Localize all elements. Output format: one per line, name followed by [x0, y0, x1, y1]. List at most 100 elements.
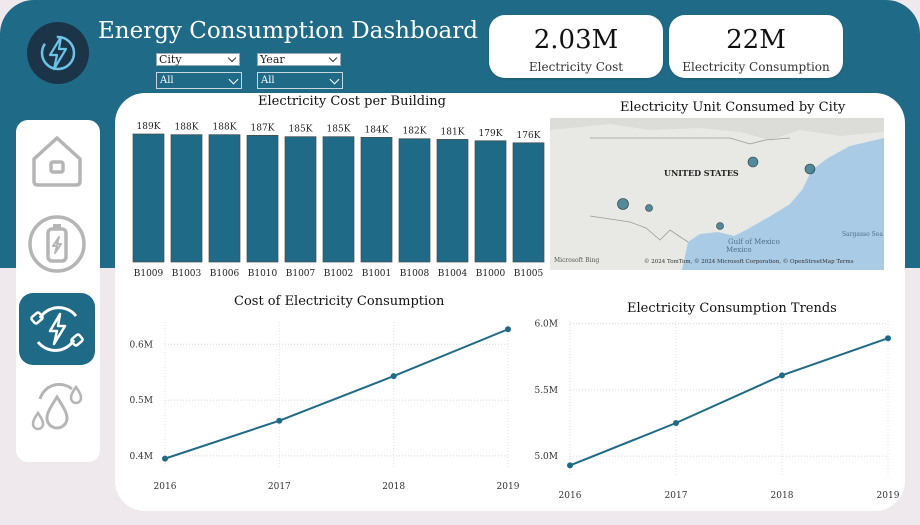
x-tick-label: B1001 [362, 269, 392, 279]
x-tick-label: B1002 [324, 269, 354, 279]
x-tick-label: B1005 [514, 269, 544, 279]
x-tick-label: B1006 [210, 269, 240, 279]
nav-battery-button[interactable] [19, 208, 95, 280]
x-tick-label: 2017 [268, 482, 291, 492]
bar-chart-title: Electricity Cost per Building [258, 94, 446, 109]
bing-logo: Microsoft Bing [554, 257, 599, 264]
bar[interactable] [512, 142, 545, 263]
map-gulf-label: Gulf of Mexico [728, 238, 780, 246]
bar-data-label: 188K [175, 123, 199, 133]
y-tick-label: 0.6M [129, 340, 153, 350]
city-filter-label-text: City [159, 53, 182, 66]
x-tick-label: 2017 [665, 491, 688, 501]
data-point[interactable] [162, 455, 168, 462]
bar-data-label: 189K [137, 122, 161, 132]
bar-data-label: 181K [441, 127, 465, 137]
bar-chart: 189K B1009 188K B1003 188K B1006 187K B1010 185K… [132, 122, 545, 279]
data-point[interactable] [567, 462, 573, 469]
bar[interactable] [398, 138, 431, 263]
bar-data-label: 184K [365, 125, 389, 135]
kpi-value: 22M [726, 25, 786, 55]
chevron-down-icon [328, 53, 338, 63]
bar[interactable] [246, 135, 279, 263]
map-bubble[interactable] [804, 163, 816, 175]
bar-data-label: 185K [327, 125, 351, 135]
kpi-electricity-consumption: 22M Electricity Consumption [669, 15, 843, 78]
year-filter-dropdown[interactable]: All [257, 72, 343, 89]
x-tick-label: B1010 [248, 269, 278, 279]
bar[interactable] [474, 140, 507, 263]
y-tick-label: 5.5M [534, 386, 558, 396]
map-bubble[interactable] [645, 204, 653, 212]
trend-line-chart-title: Electricity Consumption Trends [627, 301, 837, 316]
trend-line-chart: 5.0M 5.5M 6.0M 2016 2017 2018 2019 [534, 320, 900, 501]
kpi-label: Electricity Cost [528, 60, 624, 74]
bar[interactable] [208, 134, 241, 263]
x-tick-label: 2019 [877, 491, 900, 501]
x-tick-label: B1000 [476, 269, 506, 279]
nav-electricity-button[interactable] [19, 293, 95, 365]
data-point[interactable] [505, 326, 511, 333]
x-tick-label: 2018 [771, 491, 794, 501]
cost-line-chart-title: Cost of Electricity Consumption [234, 294, 445, 309]
series-line [569, 337, 889, 467]
lightning-bolt-icon [40, 35, 76, 71]
chevron-down-icon [329, 74, 340, 85]
bar-data-label: 187K [251, 123, 275, 133]
series-line [164, 328, 509, 460]
y-tick-label: 0.4M [129, 452, 153, 462]
y-tick-label: 0.5M [129, 396, 153, 406]
bar[interactable] [322, 136, 355, 263]
data-point[interactable] [779, 372, 785, 379]
data-point[interactable] [885, 335, 891, 342]
water-drops-icon [31, 382, 83, 431]
x-tick-label: 2016 [559, 491, 582, 501]
bar-data-label: 179K [479, 129, 503, 139]
bar[interactable] [436, 139, 469, 263]
bar-data-label: 185K [289, 125, 313, 135]
nav-water-button[interactable] [19, 372, 95, 444]
map-bubble[interactable] [747, 156, 759, 168]
year-filter-value: All [261, 75, 275, 86]
bar[interactable] [360, 137, 393, 263]
year-filter-label[interactable]: Year [257, 53, 341, 66]
data-point[interactable] [276, 417, 283, 424]
city-filter-value: All [160, 75, 174, 86]
x-tick-label: 2019 [497, 482, 520, 492]
map-attribution: © 2024 TomTom, © 2024 Microsoft Corporat… [644, 258, 854, 265]
bar[interactable] [284, 136, 317, 263]
logo [27, 22, 89, 84]
x-tick-label: B1007 [286, 269, 316, 279]
bar[interactable] [132, 133, 165, 263]
bar-data-label: 182K [403, 127, 427, 137]
map-canvas: UNITED STATES Gulf of Mexico Mexico Sarg… [550, 118, 884, 270]
x-tick-label: 2016 [154, 482, 177, 492]
nav-home-button[interactable] [19, 124, 95, 196]
city-filter-dropdown[interactable]: All [156, 72, 242, 89]
map-title: Electricity Unit Consumed by City [620, 100, 846, 115]
kpi-electricity-cost: 2.03M Electricity Cost [489, 15, 663, 78]
kpi-label: Electricity Consumption [682, 60, 830, 74]
home-icon [32, 136, 82, 187]
bar[interactable] [170, 134, 203, 263]
x-tick-label: B1008 [400, 269, 430, 279]
kpi-value: 2.03M [533, 25, 619, 55]
map-bubble[interactable] [617, 198, 629, 210]
y-tick-label: 5.0M [534, 452, 558, 462]
city-map[interactable]: UNITED STATES Gulf of Mexico Mexico Sarg… [550, 118, 884, 270]
bar-data-label: 188K [213, 123, 237, 133]
x-tick-label: B1003 [172, 269, 202, 279]
x-tick-label: 2018 [382, 482, 405, 492]
data-point[interactable] [390, 373, 397, 380]
year-filter-label-text: Year [260, 53, 285, 66]
cost-line-chart: 0.4M 0.5M 0.6M 2016 2017 2018 2019 [129, 322, 520, 492]
data-point[interactable] [673, 420, 679, 427]
bar-data-label: 176K [517, 131, 541, 141]
map-sea-label: Sargasso Sea [842, 231, 883, 238]
x-tick-label: B1009 [134, 269, 164, 279]
map-bubble[interactable] [716, 222, 724, 230]
x-tick-label: B1004 [438, 269, 468, 279]
city-filter-label[interactable]: City [156, 53, 240, 66]
chevron-down-icon [227, 53, 237, 63]
